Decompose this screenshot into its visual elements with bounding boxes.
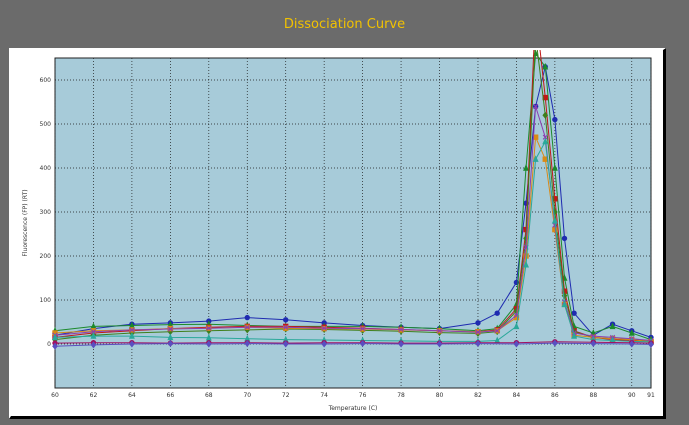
data-point (167, 326, 173, 332)
data-point (52, 333, 58, 341)
data-point (244, 340, 251, 348)
x-tick-label: 90 (628, 392, 636, 399)
y-tick-label: 300 (40, 209, 52, 216)
chart-title: Dissociation Curve (283, 17, 406, 32)
data-point (436, 340, 443, 348)
y-tick-labels: 0 100 200 300 400 500 600 (40, 77, 52, 348)
data-point (129, 327, 135, 333)
x-tick-labels: 60 62 64 66 68 70 72 74 76 78 80 82 84 86 88 90 91 (51, 392, 655, 399)
data-point (436, 328, 443, 334)
data-point (523, 164, 530, 171)
y-tick-label: 400 (40, 165, 52, 172)
chart-panel: 60 62 64 66 68 70 72 74 76 78 80 82 84 86 88 90 91 0 100 2… (9, 48, 666, 419)
x-tick-label: 82 (474, 392, 482, 399)
data-point (513, 322, 520, 330)
data-point (321, 325, 327, 331)
x-tick-label: 62 (90, 392, 98, 399)
series-line (54, 52, 652, 341)
data-point (551, 216, 558, 224)
data-point (167, 333, 174, 341)
x-tick-label: 72 (282, 392, 290, 399)
data-point (494, 328, 500, 334)
data-point (90, 329, 97, 335)
data-point (609, 322, 616, 330)
x-tick-label: 66 (167, 392, 175, 399)
data-point (542, 137, 549, 145)
x-tick-label: 78 (397, 392, 405, 399)
data-point (542, 111, 549, 119)
y-tick-label: 500 (40, 121, 52, 128)
data-point (533, 103, 539, 109)
data-point (398, 326, 404, 333)
data-point (561, 300, 568, 308)
data-point (542, 62, 549, 70)
data-point (283, 325, 289, 331)
dissociation-curve-plot: 60 62 64 66 68 70 72 74 76 78 80 82 84 86 88 90 91 0 100 2… (22, 50, 655, 412)
x-tick-label: 84 (513, 392, 521, 399)
x-tick-label: 64 (128, 392, 136, 399)
data-point (590, 340, 597, 348)
y-axis-label: Fluorescence (FP) (RT) (22, 189, 29, 256)
x-tick-label: 68 (205, 392, 213, 399)
data-point (513, 340, 520, 348)
data-point (628, 340, 635, 348)
data-point (244, 314, 250, 321)
data-point (283, 317, 289, 323)
data-point (283, 324, 289, 330)
series-line (54, 106, 652, 341)
data-point (542, 134, 548, 140)
data-point (494, 310, 500, 316)
data-point (360, 326, 366, 332)
series-group (52, 50, 654, 350)
data-point (321, 340, 328, 348)
x-tick-label: 74 (320, 392, 328, 399)
data-point (551, 164, 558, 171)
data-point (128, 332, 135, 339)
y-tick-label: 100 (40, 297, 52, 304)
x-tick-label: 80 (436, 392, 444, 399)
series-line (54, 66, 652, 338)
data-point (205, 340, 212, 348)
data-point (52, 342, 58, 350)
data-point (552, 116, 558, 123)
x-tick-label: 91 (647, 392, 655, 399)
data-point (552, 222, 558, 228)
data-point (475, 340, 481, 348)
x-tick-label: 70 (243, 392, 251, 399)
y-tick-label: 0 (47, 341, 51, 348)
data-point (475, 329, 481, 335)
y-tick-label: 600 (40, 77, 52, 84)
data-point (206, 325, 212, 331)
series-6 (52, 103, 654, 344)
data-point (475, 320, 481, 326)
x-tick-label: 86 (551, 392, 559, 399)
x-tick-label: 76 (359, 392, 367, 399)
series-9 (52, 339, 654, 350)
data-point (359, 340, 366, 348)
data-point (90, 341, 97, 349)
y-tick-label: 200 (40, 253, 52, 260)
plot-area (54, 57, 652, 389)
data-point (628, 329, 635, 336)
data-point (571, 310, 577, 316)
x-tick-label: 88 (590, 392, 598, 399)
data-point (398, 340, 404, 348)
x-tick-label: 60 (51, 392, 59, 399)
data-point (552, 339, 558, 347)
data-point (523, 253, 529, 259)
data-point (90, 332, 97, 339)
series-line (54, 140, 652, 343)
x-axis-label: Temperature (C) (328, 405, 378, 412)
data-point (561, 235, 568, 242)
data-point (167, 340, 174, 348)
data-point (523, 260, 530, 268)
data-point (532, 155, 539, 162)
data-point (648, 340, 654, 348)
data-point (129, 340, 135, 348)
data-point (571, 332, 578, 339)
data-point (282, 340, 289, 348)
series-line (54, 50, 652, 341)
data-point (244, 324, 250, 330)
